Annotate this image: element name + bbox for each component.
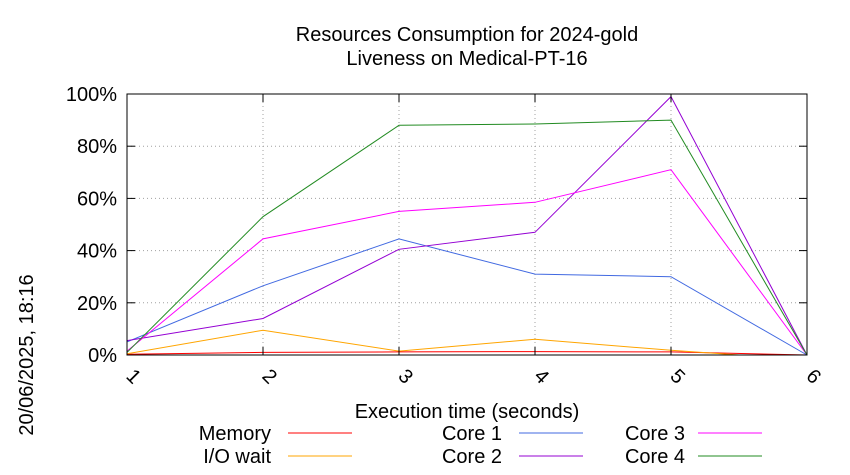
y-tick-label: 80% <box>77 136 117 158</box>
series-line-core-1 <box>126 238 808 356</box>
y-tick-label: 40% <box>77 241 117 263</box>
series-line-core-3 <box>126 169 808 356</box>
legend-label-memory: Memory <box>199 423 271 445</box>
legend-label-core-4: Core 4 <box>625 446 685 468</box>
y-tick-label: 20% <box>77 293 117 315</box>
plot-border <box>126 93 808 356</box>
x-tick-label: 2 <box>258 365 281 388</box>
legend-label-core-1: Core 1 <box>442 423 502 445</box>
chart-subtitle: Liveness on Medical-PT-16 <box>346 48 587 70</box>
x-tick-label: 1 <box>122 365 145 388</box>
plot-area <box>126 95 808 356</box>
legend-label-core-3: Core 3 <box>625 423 685 445</box>
chart-title: Resources Consumption for 2024-gold <box>296 24 638 46</box>
timestamp-label: 20/06/2025, 18:16 <box>16 274 38 435</box>
x-tick-label: 3 <box>394 365 417 388</box>
series-line-core-4 <box>126 119 808 356</box>
x-tick-label: 4 <box>530 365 553 388</box>
y-tick-label: 60% <box>77 188 117 210</box>
x-axis-label: Execution time (seconds) <box>355 401 580 423</box>
y-tick-label: 100% <box>66 84 117 106</box>
series-line-core-2 <box>126 95 808 356</box>
x-tick-label: 6 <box>802 365 825 388</box>
y-tick-label: 0% <box>88 345 117 367</box>
series-line-memory <box>126 351 808 356</box>
y-axis: 0% 20% 40% 60% 80% 100% <box>66 84 807 367</box>
x-tick-label: 5 <box>666 365 689 388</box>
grid <box>127 94 807 355</box>
legend-label-i-o-wait: I/O wait <box>203 446 271 468</box>
legend-label-core-2: Core 2 <box>442 446 502 468</box>
